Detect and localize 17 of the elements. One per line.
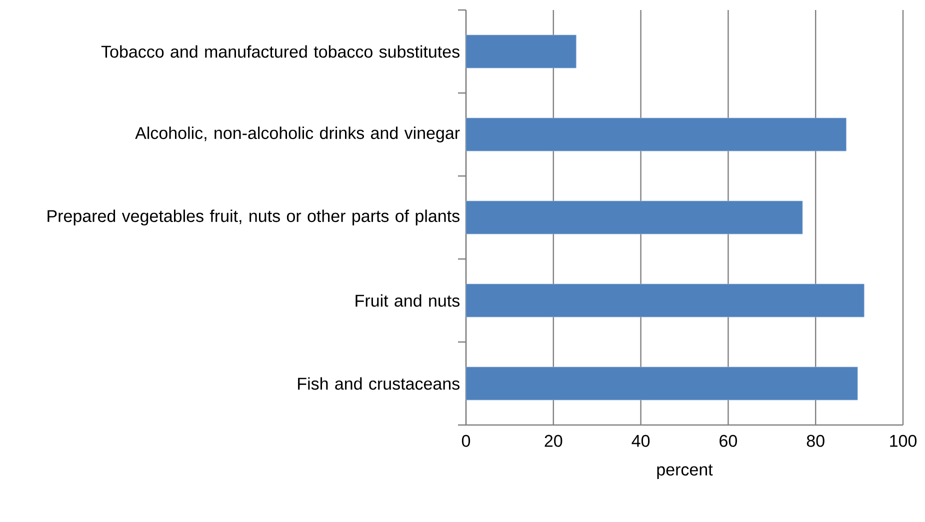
y-tick-label: Fruit and nuts [356, 294, 460, 307]
bar [466, 366, 858, 400]
x-tick-label: 80 [806, 434, 824, 447]
x-tick-label: 60 [720, 434, 737, 447]
x-tick-label: 40 [632, 434, 650, 447]
x-tick-label: 20 [544, 434, 562, 447]
y-tick-label: Tobacco and manufactured tobacco substitutes [101, 45, 460, 58]
y-tick-label: Prepared vegetables fruit, nuts or other parts of plants [48, 210, 460, 226]
y-tick-label: Alcoholic, non-alcoholic drinks and vinegar [135, 126, 460, 142]
x-tick-label: 100 [890, 434, 917, 447]
bar [466, 284, 864, 318]
x-axis-title: percent [657, 464, 713, 479]
bar [466, 34, 576, 68]
y-tick-label: Fish and crustaceans [298, 377, 460, 390]
x-tick-label: 0 [462, 434, 470, 447]
bar [466, 118, 846, 152]
bar [466, 200, 803, 234]
